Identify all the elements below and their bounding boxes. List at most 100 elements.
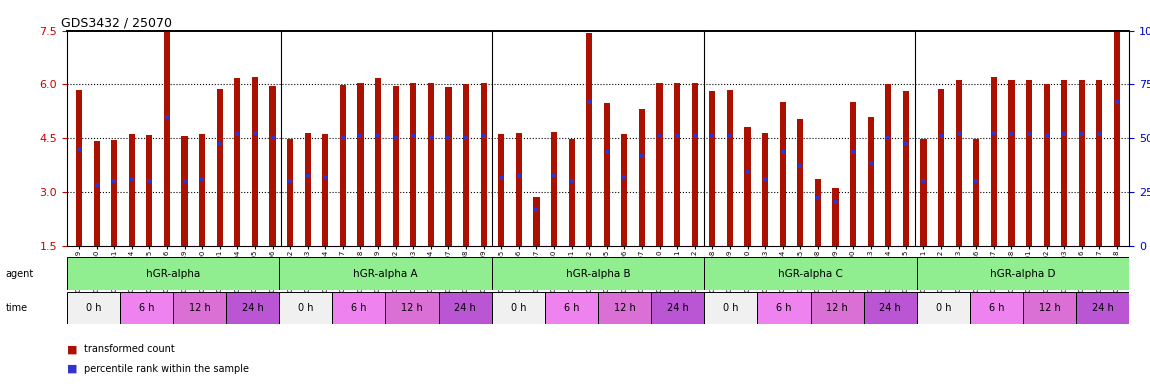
Bar	[172, 292, 227, 324]
Text: 0 h: 0 h	[936, 303, 951, 313]
Bar	[657, 83, 662, 246]
Bar	[973, 139, 980, 246]
Bar	[780, 102, 785, 246]
Bar	[568, 139, 575, 246]
Bar	[67, 292, 120, 324]
Bar	[1061, 80, 1067, 246]
Bar	[1024, 292, 1076, 324]
Bar	[938, 89, 944, 246]
Text: 24 h: 24 h	[880, 303, 902, 313]
Bar	[815, 179, 821, 246]
Bar	[886, 84, 891, 246]
Text: 0 h: 0 h	[511, 303, 526, 313]
Bar	[498, 134, 505, 246]
Bar	[1026, 80, 1032, 246]
Bar	[864, 292, 917, 324]
Bar	[920, 139, 927, 246]
Bar	[182, 136, 187, 246]
Text: 24 h: 24 h	[667, 303, 689, 313]
Bar	[164, 31, 170, 246]
Text: percentile rank within the sample: percentile rank within the sample	[84, 364, 248, 374]
Bar	[120, 292, 172, 324]
Bar	[1096, 80, 1103, 246]
Bar	[917, 257, 1129, 290]
Text: hGR-alpha: hGR-alpha	[146, 268, 200, 279]
Text: time: time	[6, 303, 28, 313]
Text: 6 h: 6 h	[776, 303, 791, 313]
Text: 6 h: 6 h	[351, 303, 367, 313]
Bar	[969, 292, 1024, 324]
Bar	[704, 257, 917, 290]
Bar	[811, 292, 864, 324]
Bar	[604, 103, 610, 246]
Bar	[358, 83, 363, 246]
Bar	[481, 83, 486, 246]
Text: hGR-alpha D: hGR-alpha D	[990, 268, 1056, 279]
Bar	[1114, 31, 1120, 246]
Text: 0 h: 0 h	[723, 303, 738, 313]
Bar	[375, 78, 381, 246]
Bar	[762, 133, 768, 246]
Bar	[1079, 80, 1084, 246]
Bar	[235, 78, 240, 246]
Bar	[704, 292, 758, 324]
Bar	[1009, 80, 1014, 246]
Bar	[392, 86, 399, 246]
Text: 12 h: 12 h	[1038, 303, 1060, 313]
Bar	[917, 292, 969, 324]
Bar	[340, 85, 346, 246]
Bar	[991, 77, 997, 246]
Bar	[199, 134, 205, 246]
Bar	[129, 134, 135, 246]
Text: 12 h: 12 h	[401, 303, 423, 313]
Text: 12 h: 12 h	[189, 303, 210, 313]
Bar	[76, 90, 82, 246]
Text: 24 h: 24 h	[1091, 303, 1113, 313]
Bar	[146, 136, 153, 246]
Bar	[727, 90, 733, 246]
Text: 6 h: 6 h	[989, 303, 1004, 313]
Bar	[322, 134, 329, 246]
Bar	[586, 33, 592, 246]
Bar	[227, 292, 279, 324]
Bar	[67, 257, 279, 290]
Bar	[621, 134, 628, 246]
Bar	[903, 91, 908, 246]
Bar	[797, 119, 804, 246]
Bar	[1043, 84, 1050, 246]
Bar	[438, 292, 492, 324]
Text: 24 h: 24 h	[454, 303, 476, 313]
Text: hGR-alpha A: hGR-alpha A	[353, 268, 417, 279]
Bar	[710, 91, 715, 246]
Bar	[305, 133, 310, 246]
Bar	[833, 188, 838, 246]
Text: hGR-alpha C: hGR-alpha C	[779, 268, 843, 279]
Bar	[492, 292, 545, 324]
Bar	[691, 83, 698, 246]
Bar	[545, 292, 598, 324]
Bar	[428, 83, 434, 246]
Text: 6 h: 6 h	[564, 303, 580, 313]
Bar	[850, 102, 856, 246]
Bar	[279, 257, 492, 290]
Bar	[551, 132, 557, 246]
Text: agent: agent	[6, 269, 34, 279]
Bar	[956, 80, 961, 246]
Bar	[744, 127, 751, 246]
Text: 6 h: 6 h	[139, 303, 154, 313]
Bar	[492, 257, 704, 290]
Bar	[758, 292, 811, 324]
Text: 0 h: 0 h	[85, 303, 101, 313]
Bar	[598, 292, 651, 324]
Bar	[411, 83, 416, 246]
Bar	[639, 109, 645, 246]
Bar	[279, 292, 332, 324]
Text: ■: ■	[67, 344, 77, 354]
Bar	[93, 141, 100, 246]
Text: hGR-alpha B: hGR-alpha B	[566, 268, 630, 279]
Text: GDS3432 / 25070: GDS3432 / 25070	[61, 17, 172, 30]
Bar	[216, 89, 223, 246]
Bar	[1076, 292, 1129, 324]
Bar	[674, 83, 681, 246]
Bar	[288, 139, 293, 246]
